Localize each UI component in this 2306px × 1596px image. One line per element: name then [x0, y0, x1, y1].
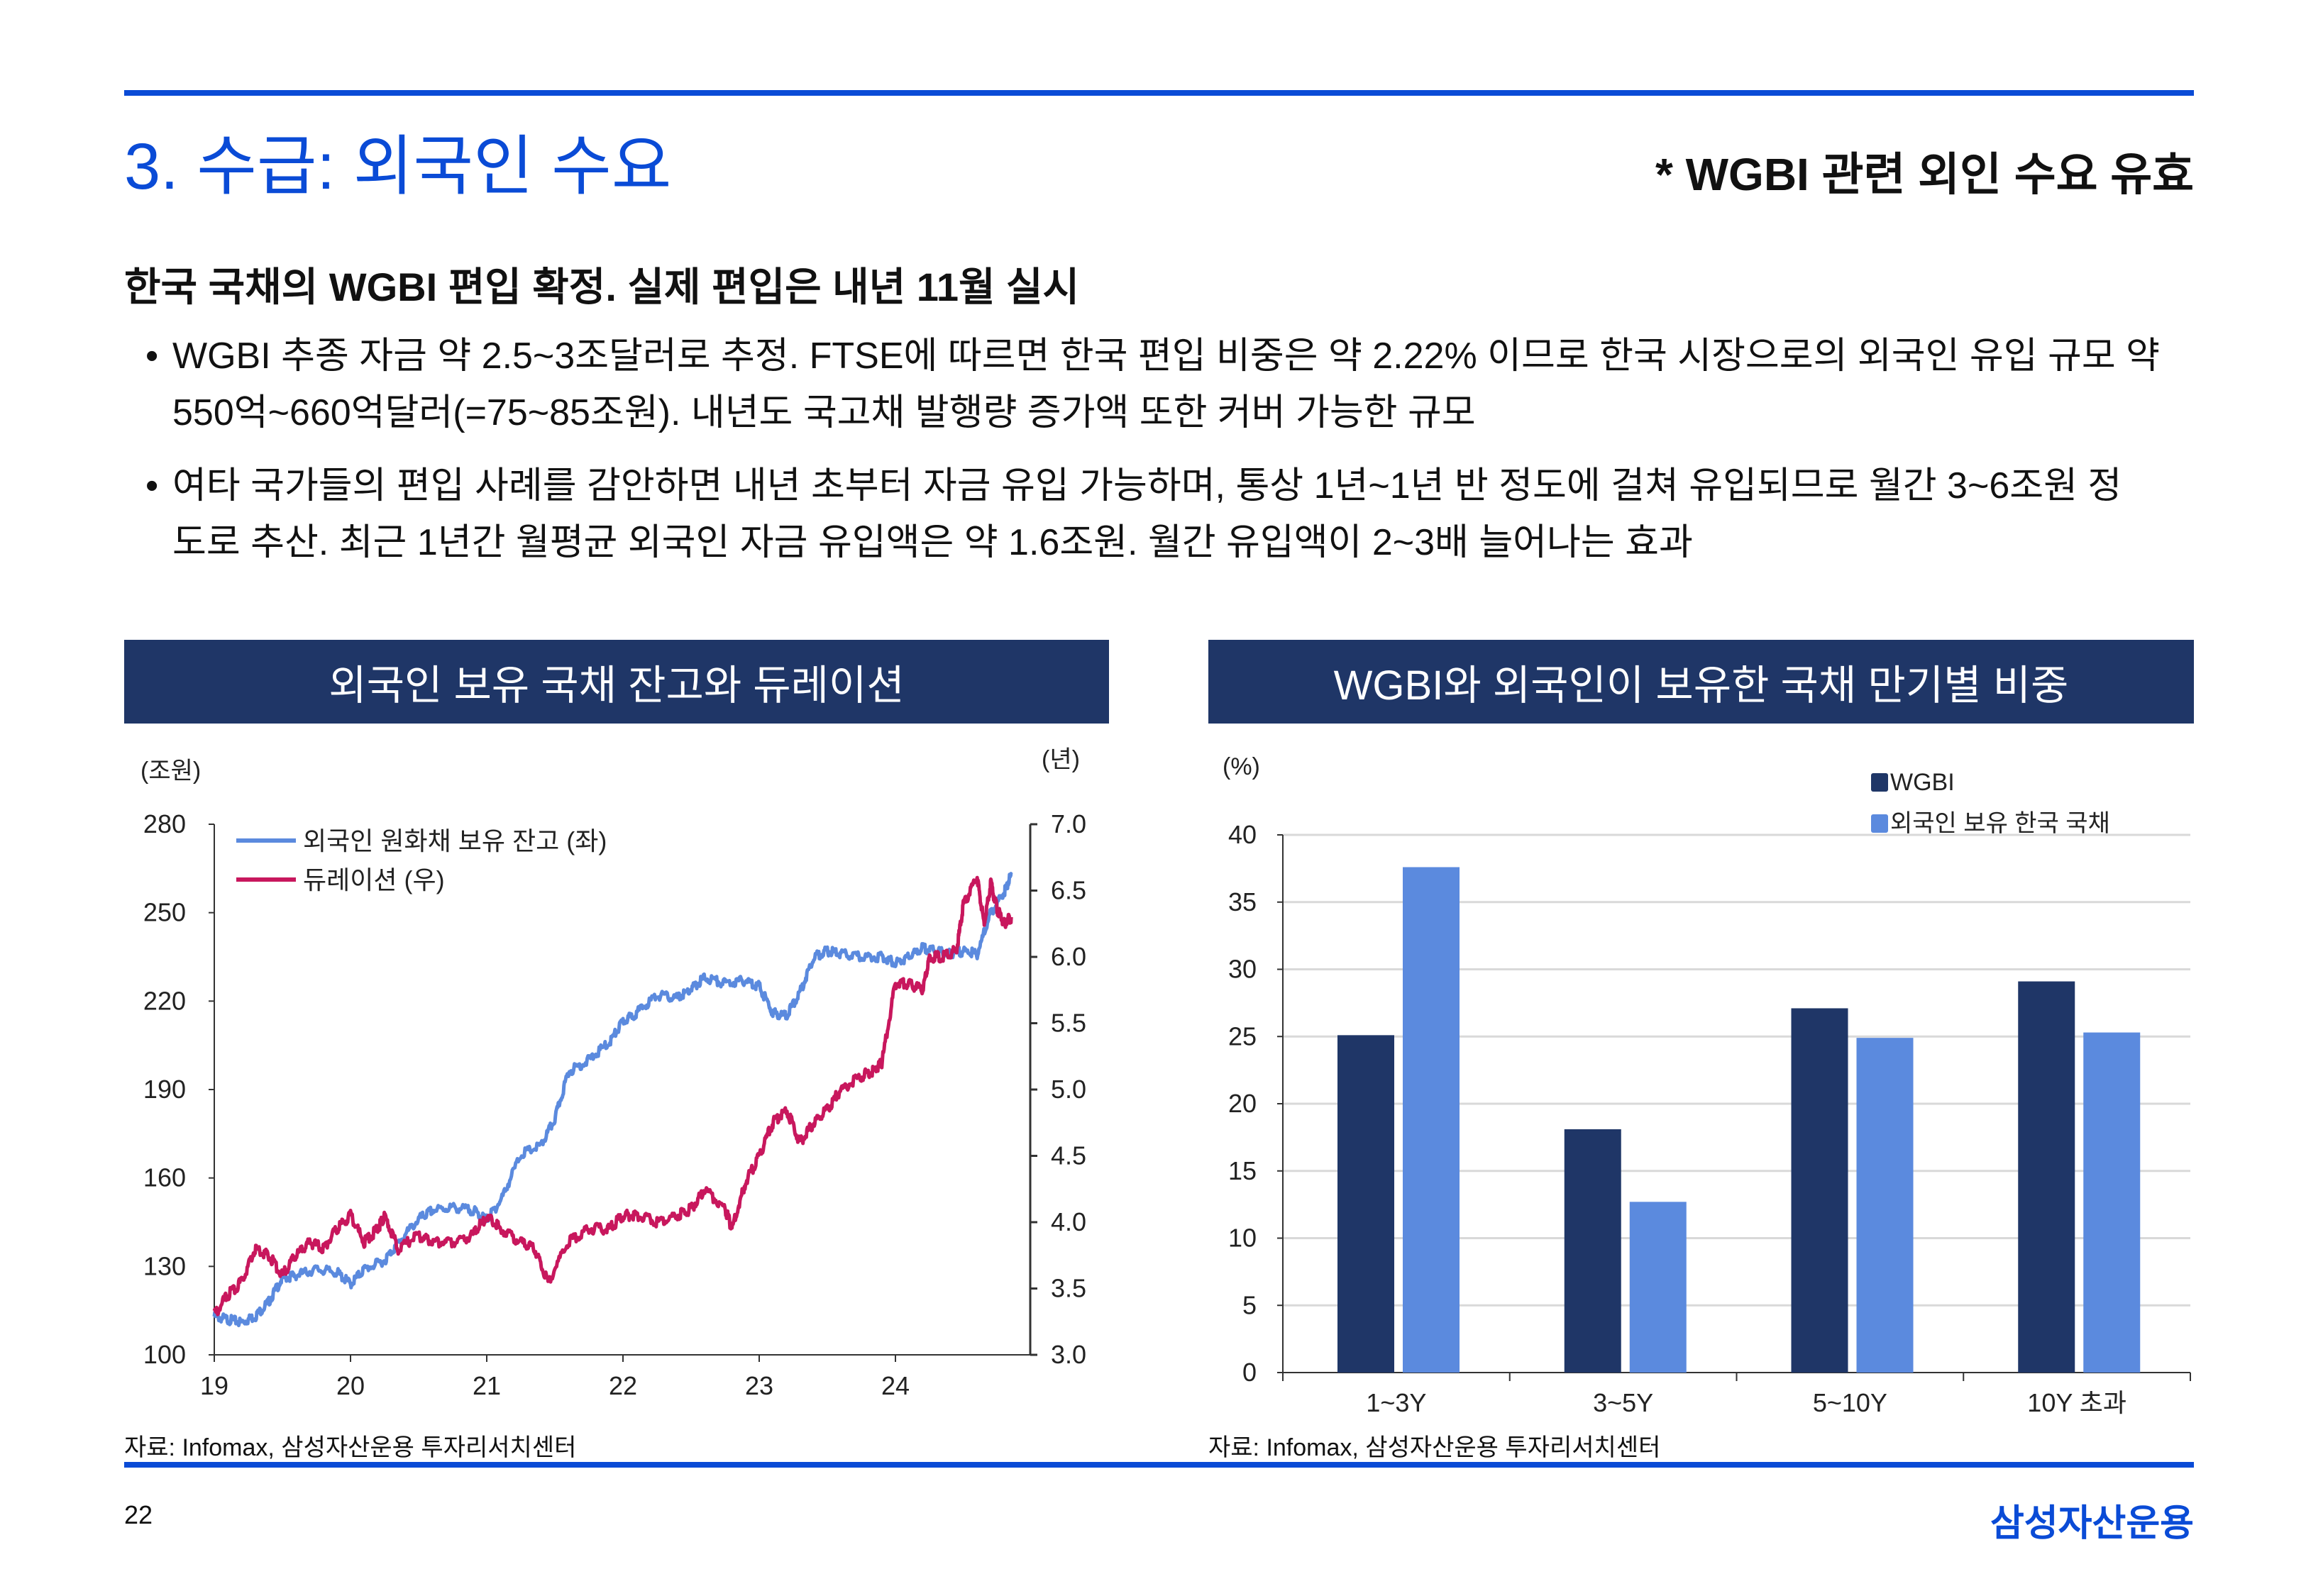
y2-tick-label: 5.0: [1051, 1075, 1086, 1104]
line-chart: 100 130 160 190 220 250 280 3.0 3.5 4.0 4.5 5.0 5.5 6…: [140, 746, 1086, 1400]
y2-tick-label: 4.5: [1051, 1141, 1086, 1170]
y-tick-label: 220: [143, 986, 186, 1015]
right-chart-header: WGBI와 외국인이 보유한 국채 만기별 비중: [1208, 640, 2194, 724]
y2-tick-label: 7.0: [1051, 809, 1086, 838]
x-tick-label: 5~10Y: [1813, 1388, 1887, 1417]
right-source: 자료: Infomax, 삼성자산운용 투자리서치센터: [1208, 1434, 1661, 1461]
y2-tick-label: 5.5: [1051, 1009, 1086, 1038]
top-rule: [124, 90, 2194, 96]
left-source: 자료: Infomax, 삼성자산운용 투자리서치센터: [124, 1434, 577, 1461]
legend-label: 듀레이션 (우): [303, 865, 445, 894]
y-tick-label: 35: [1228, 887, 1257, 916]
y2-axis-unit: (년): [1042, 746, 1080, 773]
x-tick-label: 23: [745, 1371, 773, 1400]
holdings-line: [212, 872, 1013, 1328]
section-subtitle: 한국 국채의 WGBI 편입 확정. 실제 편입은 내년 11월 실시: [124, 265, 1080, 309]
bar-foreign: [1403, 867, 1460, 1373]
y-tick-label: 40: [1228, 820, 1257, 849]
y-axis-unit: (조원): [140, 758, 201, 785]
y-tick-label: 0: [1242, 1358, 1257, 1387]
page-number: 22: [124, 1500, 153, 1529]
bar-wgbi: [1564, 1129, 1621, 1373]
y-tick-label: 130: [143, 1251, 186, 1280]
bullet-icon: •: [145, 465, 159, 506]
x-tick-label: 10Y 초과: [2027, 1388, 2126, 1417]
y-tick-label: 20: [1228, 1089, 1257, 1118]
y2-tick-label: 6.0: [1051, 942, 1086, 971]
y-tick-label: 30: [1228, 955, 1257, 984]
bar-foreign: [1629, 1202, 1687, 1373]
x-tick-label: 1~3Y: [1366, 1388, 1426, 1417]
legend-swatch: [1871, 814, 1888, 833]
bottom-rule: [124, 1462, 2194, 1468]
y-tick-label: 25: [1228, 1021, 1257, 1051]
y-tick-label: 100: [143, 1340, 186, 1369]
y-tick-label: 190: [143, 1075, 186, 1104]
legend-label: WGBI: [1890, 769, 1955, 796]
bar-wgbi: [1337, 1035, 1394, 1373]
duration-line: [212, 875, 1013, 1317]
legend-label: 외국인 원화채 보유 잔고 (좌): [303, 826, 607, 855]
y2-tick-label: 3.5: [1051, 1274, 1086, 1303]
legend-label: 외국인 보유 한국 국채: [1890, 810, 2110, 837]
y-tick-label: 280: [143, 809, 186, 838]
bar-chart: 0 5 10 15 20 25 30 35 40 (%) 1~3Y 3~5Y 5~10Y 10Y 초과 WG…: [1223, 753, 2191, 1417]
y-tick-label: 15: [1228, 1156, 1257, 1185]
y-tick-label: 5: [1242, 1290, 1257, 1319]
bullet-line: 도로 추산. 최근 1년간 월평균 외국인 자금 유입액은 약 1.6조원. 월…: [172, 522, 1693, 563]
y2-tick-label: 6.5: [1051, 876, 1086, 905]
bar-foreign: [1856, 1038, 1914, 1373]
bar-wgbi: [2018, 981, 2075, 1373]
x-tick-label: 3~5Y: [1593, 1388, 1653, 1417]
y2-tick-label: 3.0: [1051, 1340, 1086, 1369]
x-tick-label: 19: [200, 1371, 228, 1400]
y-tick-label: 160: [143, 1163, 186, 1192]
header-note: * WGBI 관련 외인 수요 유효: [1655, 149, 2194, 200]
company-logo: 삼성자산운용: [1990, 1503, 2194, 1544]
y-tick-label: 10: [1228, 1224, 1257, 1253]
y-tick-label: 250: [143, 898, 186, 927]
y-axis-unit: (%): [1223, 753, 1260, 780]
bullet-line: 여타 국가들의 편입 사례를 감안하면 내년 초부터 자금 유입 가능하며, 통…: [172, 465, 2122, 506]
bullet-icon: •: [145, 336, 159, 377]
bullet-line: 550억~660억달러(=75~85조원). 내년도 국고채 발행량 증가액 또…: [172, 392, 1476, 433]
page-title: 3. 수급: 외국인 수요: [124, 131, 672, 203]
bar-wgbi: [1791, 1008, 1848, 1373]
left-chart-header: 외국인 보유 국채 잔고와 듀레이션: [124, 640, 1109, 724]
y2-tick-label: 4.0: [1051, 1207, 1086, 1236]
x-tick-label: 24: [881, 1371, 910, 1400]
legend-swatch: [1871, 773, 1888, 792]
x-tick-label: 21: [473, 1371, 501, 1400]
x-tick-label: 20: [336, 1371, 365, 1400]
bar-foreign: [2083, 1032, 2141, 1373]
x-tick-label: 22: [609, 1371, 637, 1400]
bullet-line: WGBI 추종 자금 약 2.5~3조달러로 추정. FTSE에 따르면 한국 …: [172, 336, 2160, 377]
